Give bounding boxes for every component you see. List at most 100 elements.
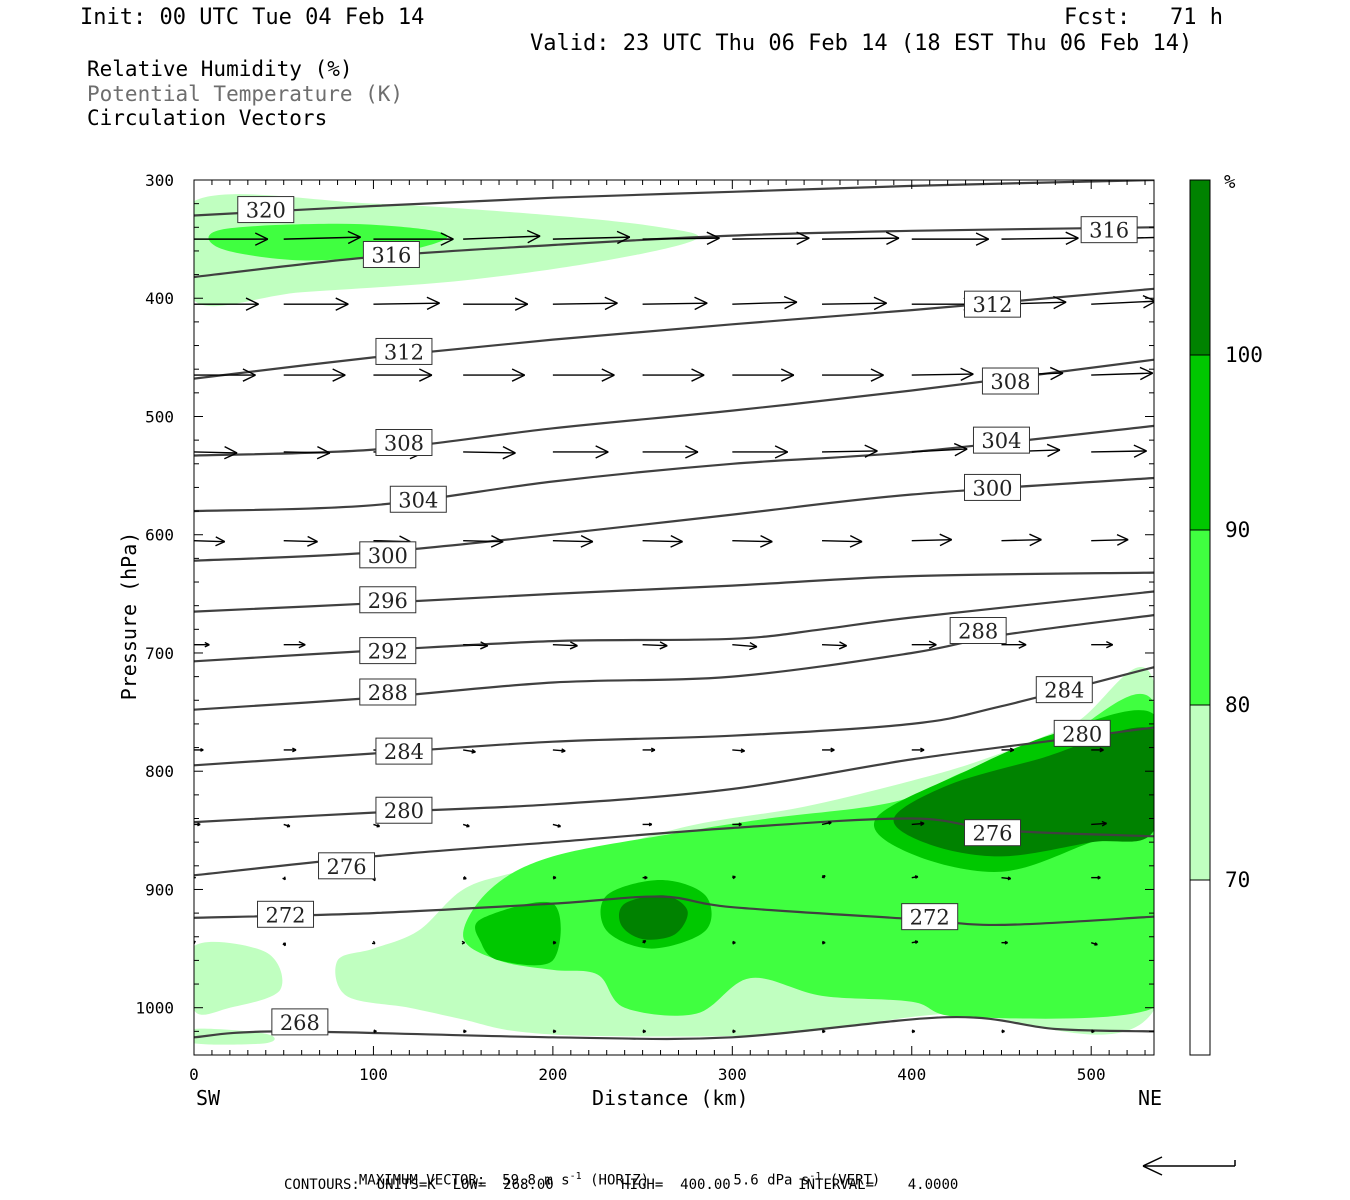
isentrope-label-text: 316 <box>1089 219 1129 243</box>
vector-arrow <box>283 747 297 753</box>
vector-head <box>298 640 306 646</box>
isentrope-label-text: 304 <box>398 488 438 512</box>
vector-head <box>298 644 306 649</box>
colorbar-segment <box>1189 529 1211 706</box>
vector-head <box>1029 533 1042 541</box>
vector-arrow <box>821 874 826 879</box>
vector-head <box>254 232 269 240</box>
vector-head <box>740 750 745 754</box>
vector-arrow <box>552 940 557 945</box>
vector-arrow <box>911 821 925 827</box>
vector-arrow <box>463 749 476 754</box>
vector-head <box>527 235 541 244</box>
vector-arrow <box>911 533 953 547</box>
vector-head <box>1018 640 1027 646</box>
vector-arrow <box>732 1029 736 1034</box>
vector-arrow <box>732 940 736 945</box>
vector-arrow <box>552 875 557 880</box>
vector-head <box>648 823 653 827</box>
vector-head <box>732 942 736 945</box>
isentrope-label: 312 <box>964 290 1022 318</box>
vector-arrow <box>911 940 919 944</box>
isentrope-label-box <box>964 473 1022 501</box>
isentrope-312 <box>194 287 1154 380</box>
vector-head <box>670 534 683 543</box>
vector-arrow <box>371 940 376 945</box>
vector-head <box>502 452 516 460</box>
vector-head <box>292 749 297 753</box>
vector-arrow <box>283 535 318 547</box>
vector-head <box>1116 539 1129 546</box>
vector-head <box>685 451 699 459</box>
vector-arrow <box>642 875 648 880</box>
vector-head <box>307 541 318 547</box>
axes: 0 100 200 300 400 500 300 400 500 600 700 800 900 100… <box>135 171 1154 1084</box>
vector-head <box>1046 443 1061 451</box>
isentrope-label: 316 <box>362 240 420 268</box>
max-vector-label: MAXIMUM VECTOR: <box>358 1172 486 1189</box>
vector-arrow <box>194 747 204 752</box>
vector-head <box>643 940 647 944</box>
vector-arrow <box>552 1029 557 1034</box>
isentrope-label-box <box>257 900 315 928</box>
vector-head <box>915 876 919 879</box>
vector-arrow <box>373 823 381 828</box>
isentrope-308 <box>194 358 1154 457</box>
vector-head <box>426 296 440 304</box>
isentrope-label: 284 <box>1035 676 1093 704</box>
vector-arrow <box>1091 295 1154 309</box>
vector-arrow <box>822 1029 826 1034</box>
vector-arrow <box>463 297 529 311</box>
vector-arrow <box>822 534 863 548</box>
vector-arrow <box>552 368 615 382</box>
vector-shaft <box>642 302 708 305</box>
vector-head <box>873 302 887 311</box>
vector-head <box>1047 449 1061 458</box>
isentrope-label: 272 <box>901 903 959 931</box>
isentrope-label-text: 280 <box>384 799 424 823</box>
vector-head <box>561 750 566 754</box>
vector-head <box>347 230 361 238</box>
vector-head <box>461 942 466 945</box>
relative-humidity-fill <box>194 194 1154 1045</box>
rh-region-100 <box>618 895 688 940</box>
rh-region-70 <box>194 941 283 1015</box>
vector-head <box>706 237 720 246</box>
vector-head <box>1018 644 1027 649</box>
vector-arrow <box>1001 876 1012 881</box>
vector-shaft <box>732 237 810 240</box>
isentrope-label-text: 312 <box>972 293 1012 317</box>
x-tick-label: 500 <box>1077 1065 1106 1084</box>
vector-head <box>928 640 937 646</box>
isentrope-label-box <box>359 541 417 569</box>
vector-shaft <box>732 301 797 305</box>
y-tick-label: 500 <box>145 407 174 426</box>
colorbar-segment <box>1189 704 1211 881</box>
vector-head <box>595 445 609 453</box>
vector-head <box>870 368 884 376</box>
vector-head <box>928 644 937 649</box>
vector-arrow <box>732 641 758 651</box>
vector-head <box>604 302 618 311</box>
vector-head <box>1053 295 1067 303</box>
vector-arrow <box>283 230 361 245</box>
vector-arrow <box>552 748 566 754</box>
vector-head <box>511 374 526 382</box>
forecast-hour: Fcst: 71 h <box>1064 5 1223 30</box>
vector-head <box>1139 366 1154 374</box>
vector-arrow <box>1091 820 1107 827</box>
vector-head <box>471 751 476 754</box>
isentrope-label-box <box>362 240 420 268</box>
colorbar-segment <box>1189 354 1211 531</box>
y-tick-label: 600 <box>145 526 174 545</box>
vector-head <box>849 541 863 548</box>
isentrope-label: 304 <box>972 426 1030 454</box>
max-vector-horiz-tag: (HORIZ) <box>590 1172 650 1189</box>
vector-head <box>659 645 668 650</box>
vector-shaft <box>552 302 618 305</box>
isentrope-label-box <box>375 337 433 365</box>
isentrope-label-box <box>964 290 1022 318</box>
vector-shaft <box>1001 538 1042 542</box>
vector-shaft <box>194 539 225 543</box>
